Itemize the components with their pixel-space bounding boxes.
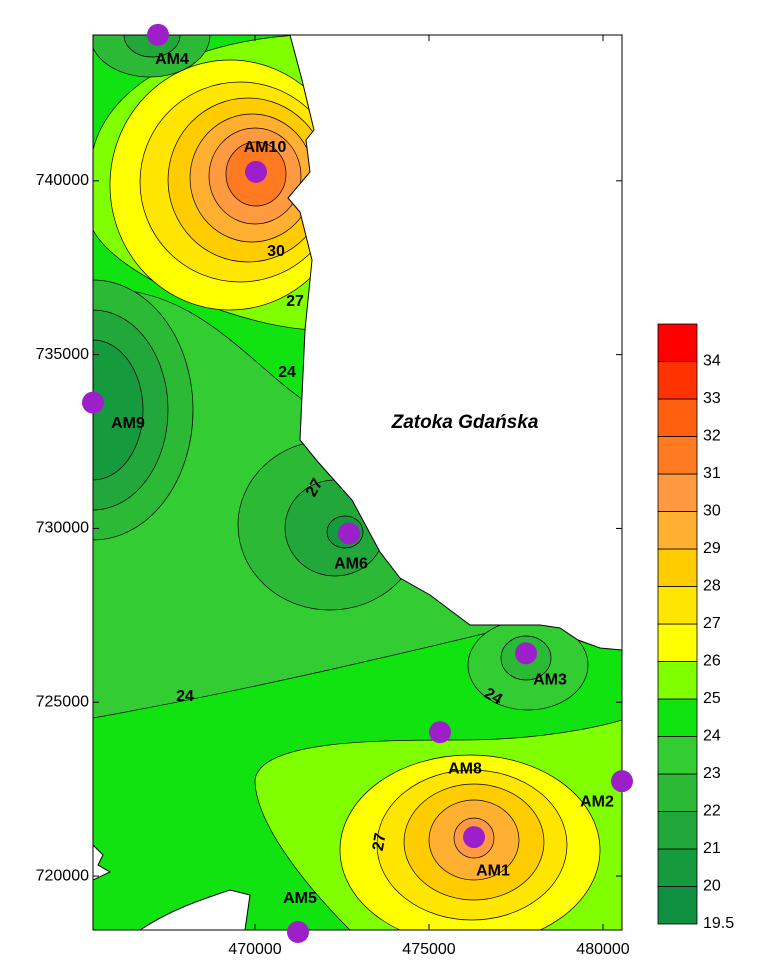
land-gap [93, 844, 112, 881]
station-label: AM5 [283, 890, 317, 907]
contour-field [93, 35, 622, 930]
colorbar-label: 22 [703, 803, 721, 820]
colorbar-segment [657, 773, 698, 812]
contour-label: 27 [286, 293, 304, 310]
station-label: AM3 [533, 672, 567, 689]
y-tick-label: 735000 [36, 346, 89, 363]
station-label: AM2 [580, 793, 614, 810]
colorbar-segment [657, 811, 698, 850]
colorbar-segment [657, 511, 698, 550]
station-marker [514, 642, 537, 665]
station-label: AM9 [111, 415, 145, 432]
station-marker [82, 391, 104, 414]
station-marker [147, 23, 170, 46]
station-label: AM10 [244, 139, 287, 156]
colorbar-label: 21 [703, 840, 721, 857]
colorbar-label: 25 [703, 690, 721, 707]
station-marker [337, 522, 360, 545]
x-tick-label: 480000 [576, 941, 629, 958]
station-marker [462, 826, 485, 849]
colorbar-label: 31 [703, 465, 721, 482]
colorbar-label: 20 [703, 878, 721, 895]
contour-label: 24 [481, 685, 505, 709]
colorbar-segment [657, 623, 698, 662]
colorbar-segment [657, 398, 698, 437]
x-tick-label: 470000 [228, 941, 281, 958]
colorbar-segment [657, 848, 698, 887]
colorbar-segment [657, 698, 698, 737]
land-gap [139, 889, 251, 930]
sea [287, 35, 622, 651]
station-marker [428, 721, 451, 744]
colorbar-label: 23 [703, 765, 721, 782]
plot-frame [92, 34, 623, 931]
colorbar-label: 26 [703, 653, 721, 670]
colorbar-label: 24 [703, 728, 721, 745]
contour-fill [93, 339, 144, 481]
sea-label: Zatoka Gdańska [391, 412, 539, 433]
station-label: AM8 [448, 760, 482, 777]
station-marker [611, 770, 633, 793]
colorbar-segment [657, 661, 698, 700]
colorbar-segment [657, 473, 698, 512]
contour-label: 27 [303, 476, 327, 500]
station-label: AM1 [476, 862, 510, 879]
colorbar-label: 34 [703, 353, 721, 370]
contour-label: 30 [267, 243, 285, 260]
colorbar-label: 27 [703, 615, 721, 632]
colorbar-label: 29 [703, 540, 721, 557]
colorbar-segment [657, 736, 698, 775]
colorbar-label: 28 [703, 578, 721, 595]
colorbar-label: 32 [703, 428, 721, 445]
y-tick-label: 730000 [36, 520, 89, 537]
colorbar-label: 30 [703, 503, 721, 520]
contour-label: 27 [370, 832, 390, 853]
colorbar-segment [657, 323, 698, 362]
colorbar-segment [657, 548, 698, 587]
y-tick-label: 740000 [36, 172, 89, 189]
y-tick-label: 720000 [36, 867, 89, 884]
contour-label: 24 [176, 688, 194, 705]
station-marker [245, 160, 268, 183]
station-label: AM4 [155, 51, 189, 68]
colorbar-segment [657, 361, 698, 400]
contour-label: 24 [278, 364, 296, 381]
station-marker [287, 921, 310, 944]
colorbar-label: 33 [703, 390, 721, 407]
colorbar-segment [657, 886, 698, 925]
x-tick-label: 475000 [402, 941, 455, 958]
colorbar-label: 19.5 [703, 915, 734, 932]
station-label: AM6 [334, 556, 368, 573]
colorbar-segment [657, 586, 698, 625]
colorbar-segment [657, 436, 698, 475]
y-tick-label: 725000 [36, 693, 89, 710]
